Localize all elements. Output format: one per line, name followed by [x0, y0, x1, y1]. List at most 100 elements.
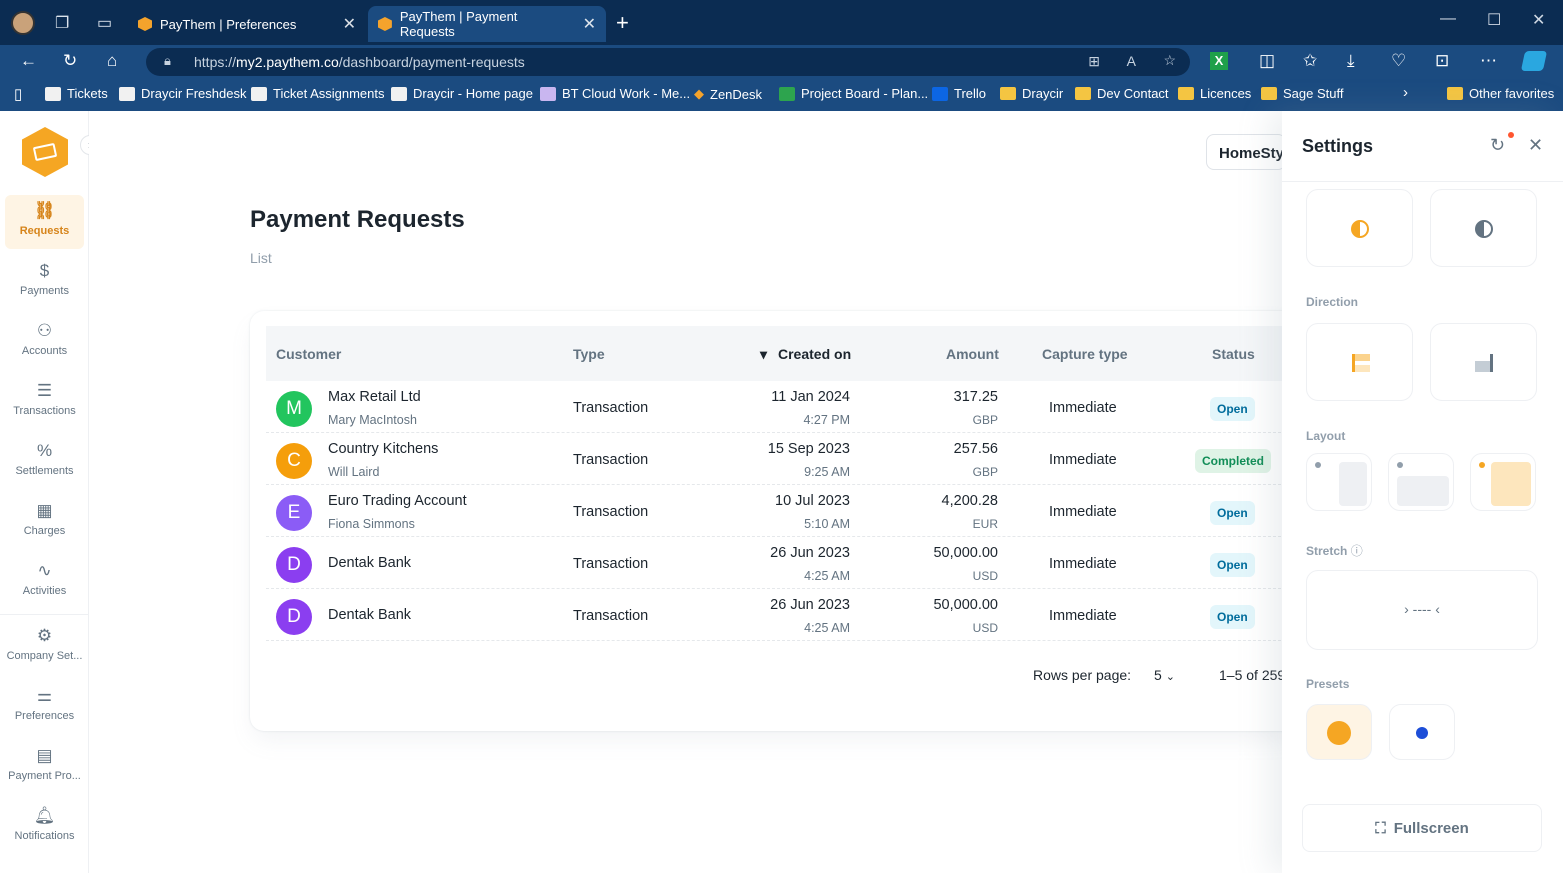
mode-light-option[interactable]	[1306, 189, 1413, 267]
direction-ltr-option[interactable]	[1306, 323, 1413, 401]
info-icon[interactable]: ⓘ	[1350, 544, 1363, 558]
bookmark-freshdesk[interactable]: Draycir Freshdesk	[119, 86, 246, 101]
stretch-label: Stretch ⓘ	[1306, 542, 1363, 559]
direction-rtl-option[interactable]	[1430, 323, 1537, 401]
maximize-icon[interactable]: ☐	[1487, 12, 1502, 29]
mode-contrast-option[interactable]	[1430, 189, 1537, 267]
bookmark-dev-contact[interactable]: Dev Contact	[1075, 86, 1169, 101]
col-type[interactable]: Type	[573, 346, 605, 362]
tab-actions-icon[interactable]: ▭	[97, 15, 113, 32]
table-row[interactable]: D Dentak Bank Transaction 26 Jun 2023 4:25 A…	[266, 589, 1286, 641]
col-amount[interactable]: Amount	[946, 346, 999, 362]
sidebar-item-company-settings[interactable]: ⚙ Company Set...	[5, 620, 84, 674]
bookmark-label: Tickets	[67, 86, 108, 101]
customer-name: Euro Trading Account	[328, 493, 467, 509]
bookmark-trello[interactable]: Trello	[932, 86, 986, 101]
bookmark-draycir-home[interactable]: Draycir - Home page	[391, 86, 533, 101]
layout-vertical-option[interactable]	[1306, 453, 1372, 511]
sidebar-item-accounts[interactable]: ⚇ Accounts	[5, 315, 84, 369]
bookmark-project-board[interactable]: Project Board - Plan...	[779, 86, 928, 101]
profile-avatar[interactable]	[11, 11, 35, 35]
chevron-right-icon[interactable]: ›	[1403, 84, 1408, 101]
sidebar-item-label: Requests	[19, 225, 70, 237]
url-input[interactable]: 🔒︎ https://my2.paythem.co/dashboard/paym…	[146, 48, 1190, 76]
read-aloud-icon[interactable]: A	[1126, 53, 1136, 69]
bookmark-other-favorites[interactable]: Other favorites	[1447, 86, 1554, 101]
preset-swatch	[1327, 721, 1351, 745]
direction-label: Direction	[1306, 295, 1359, 309]
sidebar-item-charges[interactable]: ▦ Charges	[5, 495, 84, 549]
sidebar-item-activities[interactable]: ∿ Activities	[5, 555, 84, 609]
stretch-label-text: Stretch	[1306, 544, 1348, 558]
bookmark-ticket-assignments[interactable]: Ticket Assignments	[251, 86, 385, 101]
sidebar-item-preferences[interactable]: ⚌ Preferences	[5, 680, 84, 734]
company-selector[interactable]: HomeStyl	[1206, 134, 1286, 170]
layout-dot	[1315, 462, 1321, 468]
amount: 317.25	[953, 389, 998, 405]
sidebar-item-payment-providers[interactable]: ▤ Payment Pro...	[5, 740, 84, 794]
table-row[interactable]: D Dentak Bank Transaction 26 Jun 2023 4:25 A…	[266, 537, 1286, 589]
status-badge: Open	[1210, 397, 1255, 421]
sidebar-item-payments[interactable]: $ Payments	[5, 255, 84, 309]
currency: EUR	[972, 517, 998, 531]
bookmark-page-icon[interactable]: ▯	[14, 86, 23, 103]
col-status[interactable]: Status	[1212, 346, 1255, 362]
bookmark-bt-cloud[interactable]: BT Cloud Work - Me...	[540, 86, 690, 101]
home-icon[interactable]: ⌂	[107, 51, 118, 70]
sidebar-item-notifications[interactable]: 🔔︎ Notifications	[5, 800, 84, 854]
bookmark-zendesk[interactable]: ◆ ZenDesk	[694, 86, 762, 102]
folder-icon	[1075, 87, 1091, 100]
tab-preferences[interactable]: PayThem | Preferences ✕	[128, 6, 366, 42]
favorite-star-icon[interactable]: ☆	[1163, 52, 1176, 68]
close-tab-icon[interactable]: ✕	[582, 16, 596, 33]
split-screen-icon[interactable]: ◫	[1259, 51, 1276, 70]
sidebar-item-settlements[interactable]: % Settlements	[5, 435, 84, 489]
apps-icon[interactable]: ⊞	[1088, 53, 1100, 69]
minimize-icon[interactable]: —	[1440, 10, 1456, 27]
window-close-icon[interactable]: ✕	[1532, 12, 1546, 29]
excel-extension-icon[interactable]: X	[1210, 52, 1228, 70]
bookmark-tickets[interactable]: Tickets	[45, 86, 108, 101]
sidebar-item-requests[interactable]: ⛓ Requests	[5, 195, 84, 249]
downloads-icon[interactable]: ⤓	[1347, 51, 1355, 70]
sidebar-item-transactions[interactable]: ☰ Transactions	[5, 375, 84, 429]
more-icon[interactable]: ⋯	[1480, 51, 1497, 70]
preset-blue[interactable]	[1389, 704, 1455, 760]
back-icon[interactable]: ←	[20, 51, 37, 70]
refresh-icon[interactable]: ↻	[63, 51, 78, 70]
close-icon[interactable]: ✕	[1528, 135, 1544, 155]
tab-payment-requests[interactable]: PayThem | Payment Requests ✕	[368, 6, 606, 42]
bookmark-sage-stuff[interactable]: Sage Stuff	[1261, 86, 1343, 101]
avatar: C	[276, 443, 312, 479]
layout-label: Layout	[1306, 429, 1346, 443]
copilot-icon[interactable]	[1520, 51, 1548, 71]
table-row[interactable]: C Country Kitchens Will Laird Transaction 15…	[266, 433, 1286, 485]
rows-per-page-select[interactable]: 5 ⌄	[1154, 667, 1175, 683]
table-row[interactable]: M Max Retail Ltd Mary MacIntosh Transaction…	[266, 381, 1286, 433]
reset-icon[interactable]: ↻	[1490, 135, 1506, 155]
preset-orange[interactable]	[1306, 704, 1372, 760]
bookmark-licences[interactable]: Licences	[1178, 86, 1251, 101]
align-left-icon	[1352, 354, 1370, 372]
trello-icon	[932, 86, 948, 101]
paythem-favicon	[378, 17, 392, 31]
col-created-on[interactable]: Created on	[778, 346, 852, 362]
bookmark-draycir[interactable]: Draycir	[1000, 86, 1063, 101]
created-time: 4:25 AM	[804, 569, 850, 583]
workspaces-icon[interactable]: ❐	[55, 15, 70, 32]
sort-desc-icon[interactable]: ▾	[760, 346, 768, 362]
sidebar-item-label: Payment Pro...	[8, 770, 81, 782]
screenshot-icon[interactable]: ⊡	[1435, 51, 1450, 70]
col-capture-type[interactable]: Capture type	[1042, 346, 1128, 362]
currency: GBP	[972, 413, 998, 427]
layout-horizontal-option[interactable]	[1388, 453, 1454, 511]
favorites-icon[interactable]: ✩	[1303, 51, 1318, 70]
stretch-toggle[interactable]: › ---- ‹	[1306, 570, 1538, 650]
fullscreen-button[interactable]: ⛶ Fullscreen	[1302, 804, 1542, 852]
table-row[interactable]: E Euro Trading Account Fiona Simmons Transa…	[266, 485, 1286, 537]
new-tab-icon[interactable]: +	[616, 10, 629, 35]
layout-mini-option[interactable]	[1470, 453, 1536, 511]
close-tab-icon[interactable]: ✕	[342, 16, 356, 33]
browser-essentials-icon[interactable]: ♡	[1391, 51, 1407, 70]
col-customer[interactable]: Customer	[276, 346, 342, 362]
